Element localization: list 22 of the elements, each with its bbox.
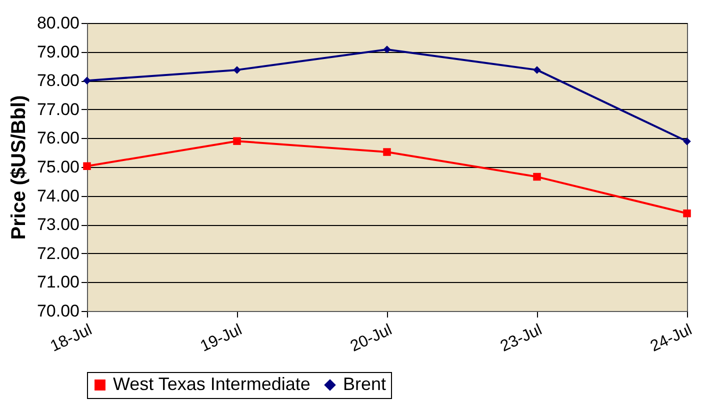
point: [383, 46, 391, 54]
y-tick-label: 70.00: [36, 302, 80, 320]
y-tick-label: 73.00: [36, 215, 80, 234]
y-tick-label: 75.00: [36, 158, 80, 176]
point: [533, 172, 541, 181]
point: [383, 148, 391, 156]
point: [233, 137, 241, 145]
point: [533, 66, 541, 74]
legend-label: Brent: [343, 374, 386, 394]
legend-label: West Texas Intermediate: [113, 374, 310, 394]
y-tick-label: 77.00: [36, 100, 80, 119]
point: [683, 209, 691, 218]
y-tick-label: 80.00: [36, 14, 80, 32]
y-tick-label: 71.00: [36, 272, 80, 292]
y-tick-label: 72.00: [36, 244, 80, 263]
point: [233, 66, 241, 74]
point: [683, 137, 691, 146]
y-tick-label: 78.00: [36, 71, 80, 90]
y-tick-label: 76.00: [36, 128, 80, 148]
y-axis-title: Price ($US/Bbl): [8, 95, 30, 240]
y-tick-label: 79.00: [36, 42, 80, 62]
y-tick-label: 74.00: [36, 186, 80, 206]
